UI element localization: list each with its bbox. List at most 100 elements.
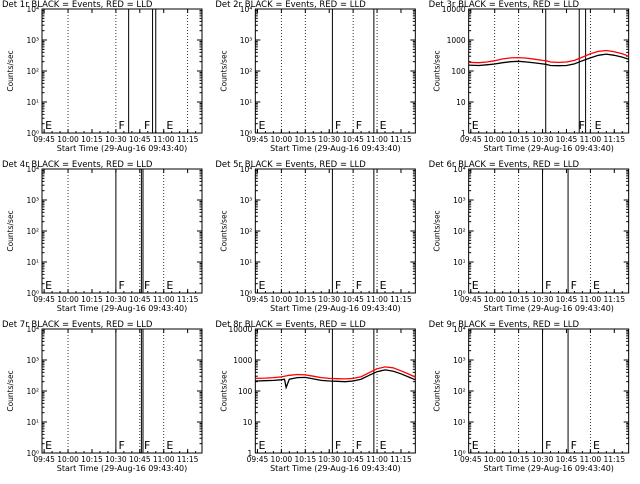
interval-marker-label: F (335, 119, 341, 132)
interval-marker-label: F (144, 279, 150, 292)
y-tick-label: 100 (451, 67, 466, 76)
y-tick-label: 10⁴ (26, 5, 39, 14)
x-tick-label: 11:15 (177, 135, 199, 144)
y-tick-label: 10³ (453, 356, 466, 365)
y-axis-label: Counts/sec (433, 370, 442, 411)
x-tick-label: 09:45 (460, 295, 482, 304)
y-axis-label: Counts/sec (433, 210, 442, 251)
interval-marker-label: E (380, 279, 387, 292)
y-tick-label: 1 (461, 129, 466, 138)
y-tick-label: 10¹ (453, 258, 466, 267)
series-line-lld (468, 49, 629, 64)
x-tick-label: 11:00 (153, 295, 175, 304)
y-tick-label: 10³ (26, 196, 39, 205)
y-tick-label: 10² (453, 387, 466, 396)
x-tick-label: 10:15 (81, 455, 103, 464)
series-line-events (468, 53, 629, 67)
y-tick-label: 10⁴ (26, 325, 39, 334)
y-tick-label: 1000 (447, 36, 466, 45)
x-tick-label: 10:30 (318, 135, 340, 144)
y-tick-label: 10⁰ (26, 289, 39, 298)
plot-frame (41, 8, 203, 134)
x-tick-label: 10:45 (342, 135, 364, 144)
x-tick-label: 10:45 (556, 455, 578, 464)
y-tick-label: 10000 (442, 5, 466, 14)
x-tick-label: 10:15 (294, 295, 316, 304)
x-tick-label: 10:45 (129, 455, 151, 464)
x-tick-label: 10:15 (81, 295, 103, 304)
x-axis-label: Start Time (29-Aug-16 09:43:40) (483, 464, 614, 473)
y-tick-label: 10¹ (240, 98, 253, 107)
x-tick-label: 10:30 (532, 135, 554, 144)
x-tick-label: 09:45 (460, 455, 482, 464)
x-tick-label: 10:45 (556, 135, 578, 144)
y-tick-label: 10³ (26, 36, 39, 45)
panel-title: Det 6r BLACK = Events, RED = LLD (429, 160, 580, 170)
x-tick-label: 10:45 (129, 295, 151, 304)
x-axis-label: Start Time (29-Aug-16 09:43:40) (270, 304, 401, 313)
interval-marker-label: F (545, 439, 551, 452)
x-tick-label: 10:00 (484, 455, 506, 464)
interval-marker-label: F (118, 119, 124, 132)
plot-frame (254, 328, 416, 454)
panel-title: Det 3r BLACK = Events, RED = LLD (429, 0, 580, 10)
x-tick-label: 10:45 (129, 135, 151, 144)
x-axis-label: Start Time (29-Aug-16 09:43:40) (483, 304, 614, 313)
x-tick-label: 10:15 (294, 135, 316, 144)
interval-marker-label: E (472, 279, 479, 292)
x-tick-label: 10:00 (57, 295, 79, 304)
x-tick-label: 09:45 (247, 455, 269, 464)
plot-frame (254, 168, 416, 294)
x-tick-label: 10:30 (105, 135, 127, 144)
y-tick-label: 1000 (233, 356, 252, 365)
y-tick-label: 10³ (240, 196, 253, 205)
series-line-lld (255, 366, 416, 380)
x-tick-label: 10:30 (105, 455, 127, 464)
interval-marker-label: E (472, 439, 479, 452)
interval-marker-label: F (356, 119, 362, 132)
y-tick-label: 10 (456, 98, 466, 107)
plot-frame (468, 168, 630, 294)
interval-marker-label: E (472, 119, 479, 132)
x-tick-label: 10:30 (318, 295, 340, 304)
panel-title: Det 9r BLACK = Events, RED = LLD (429, 320, 580, 330)
x-tick-label: 11:00 (580, 135, 602, 144)
y-tick-label: 10² (26, 387, 39, 396)
x-tick-label: 09:45 (33, 455, 55, 464)
x-axis-label: Start Time (29-Aug-16 09:43:40) (483, 144, 614, 153)
x-tick-label: 11:00 (366, 295, 388, 304)
panel-title: Det 7r BLACK = Events, RED = LLD (2, 320, 153, 330)
x-tick-label: 11:00 (153, 135, 175, 144)
x-tick-label: 10:00 (57, 455, 79, 464)
interval-marker-label: F (335, 279, 341, 292)
y-tick-label: 10² (26, 227, 39, 236)
x-axis-label: Start Time (29-Aug-16 09:43:40) (57, 304, 188, 313)
panel-title: Det 5r BLACK = Events, RED = LLD (215, 160, 366, 170)
x-axis-label: Start Time (29-Aug-16 09:43:40) (270, 144, 401, 153)
y-tick-label: 10⁰ (453, 289, 466, 298)
x-tick-label: 10:00 (484, 295, 506, 304)
interval-marker-label: E (45, 119, 52, 132)
y-tick-label: 10⁰ (240, 129, 253, 138)
x-tick-label: 10:15 (81, 135, 103, 144)
x-tick-label: 10:30 (532, 455, 554, 464)
y-axis-label: Counts/sec (433, 50, 442, 91)
x-tick-label: 10:15 (294, 455, 316, 464)
interval-marker-label: E (166, 439, 173, 452)
y-tick-label: 10⁴ (26, 165, 39, 174)
interval-marker-label: F (118, 439, 124, 452)
x-tick-label: 11:00 (580, 295, 602, 304)
y-tick-label: 10¹ (240, 258, 253, 267)
y-tick-label: 10⁰ (26, 129, 39, 138)
interval-marker-label: F (571, 279, 577, 292)
y-tick-label: 10¹ (26, 258, 39, 267)
interval-marker-label: F (118, 279, 124, 292)
x-tick-label: 11:15 (177, 295, 199, 304)
y-tick-label: 10⁴ (453, 165, 466, 174)
